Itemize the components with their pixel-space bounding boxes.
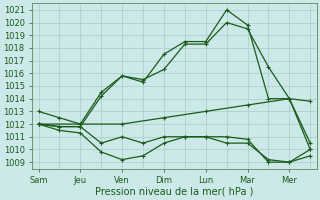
X-axis label: Pression niveau de la mer( hPa ): Pression niveau de la mer( hPa )	[95, 187, 253, 197]
